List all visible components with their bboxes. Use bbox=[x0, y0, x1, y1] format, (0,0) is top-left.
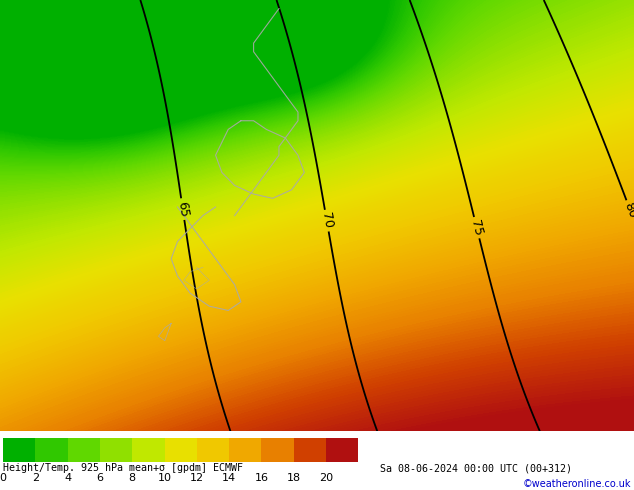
Text: 16: 16 bbox=[254, 473, 268, 483]
Bar bbox=[261, 438, 294, 462]
Text: 75: 75 bbox=[469, 219, 485, 237]
Text: Height/Temp. 925 hPa mean+σ [gpdm] ECMWF: Height/Temp. 925 hPa mean+σ [gpdm] ECMWF bbox=[3, 463, 243, 473]
Text: 70: 70 bbox=[319, 212, 335, 230]
Text: Sa 08-06-2024 00:00 UTC (00+312): Sa 08-06-2024 00:00 UTC (00+312) bbox=[380, 463, 573, 473]
Bar bbox=[133, 438, 165, 462]
Bar bbox=[229, 438, 261, 462]
Text: 2: 2 bbox=[32, 473, 39, 483]
Text: 80: 80 bbox=[621, 201, 634, 220]
Bar bbox=[100, 438, 133, 462]
Text: 4: 4 bbox=[64, 473, 71, 483]
Text: 0: 0 bbox=[0, 473, 7, 483]
Text: 18: 18 bbox=[287, 473, 301, 483]
Bar bbox=[197, 438, 229, 462]
Text: ©weatheronline.co.uk: ©weatheronline.co.uk bbox=[522, 479, 631, 489]
Text: 10: 10 bbox=[158, 473, 172, 483]
Text: 14: 14 bbox=[222, 473, 236, 483]
Text: 8: 8 bbox=[129, 473, 136, 483]
Bar bbox=[294, 438, 326, 462]
Bar bbox=[36, 438, 68, 462]
Text: 20: 20 bbox=[319, 473, 333, 483]
Bar bbox=[165, 438, 197, 462]
Text: 65: 65 bbox=[175, 200, 190, 218]
Text: 6: 6 bbox=[96, 473, 103, 483]
Bar bbox=[326, 438, 358, 462]
Text: 12: 12 bbox=[190, 473, 204, 483]
Bar bbox=[3, 438, 36, 462]
Bar bbox=[68, 438, 100, 462]
